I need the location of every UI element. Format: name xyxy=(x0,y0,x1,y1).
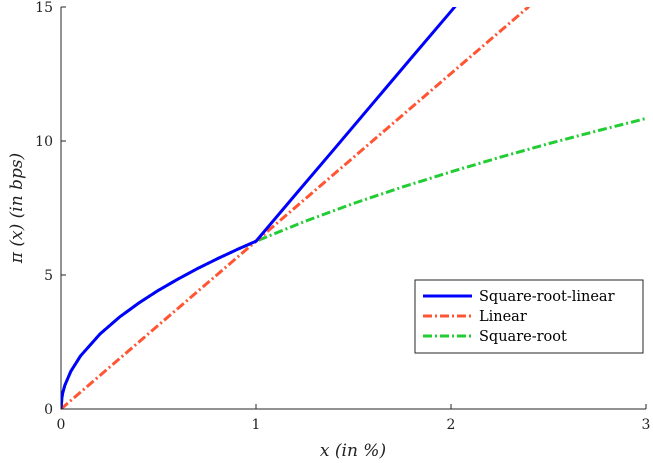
y-tick-label: 0 xyxy=(44,402,53,418)
y-tick-label: 10 xyxy=(35,134,53,150)
legend-label: Linear xyxy=(479,309,527,325)
series-line-square-root xyxy=(61,117,646,409)
x-tick-label: 2 xyxy=(447,417,456,433)
ticks: 0 1 2 3 0 5 10 15 xyxy=(35,0,650,433)
x-tick-label: 0 xyxy=(57,417,66,433)
legend-label: Square-root-linear xyxy=(479,289,615,305)
legend: Square-root-linear Linear Square-root xyxy=(414,279,644,354)
series-line-linear xyxy=(61,7,530,409)
y-axis-label: π (x) (in bps) xyxy=(7,153,27,264)
y-tick-label: 15 xyxy=(35,0,53,16)
x-axis-label: x (in %) xyxy=(320,441,386,461)
x-tick-label: 3 xyxy=(642,417,651,433)
legend-label: Square-root xyxy=(479,329,567,345)
y-tick-label: 5 xyxy=(44,268,53,284)
x-tick-label: 1 xyxy=(252,417,261,433)
series-layer xyxy=(61,7,646,409)
series-line-square-root-linear xyxy=(61,7,457,409)
